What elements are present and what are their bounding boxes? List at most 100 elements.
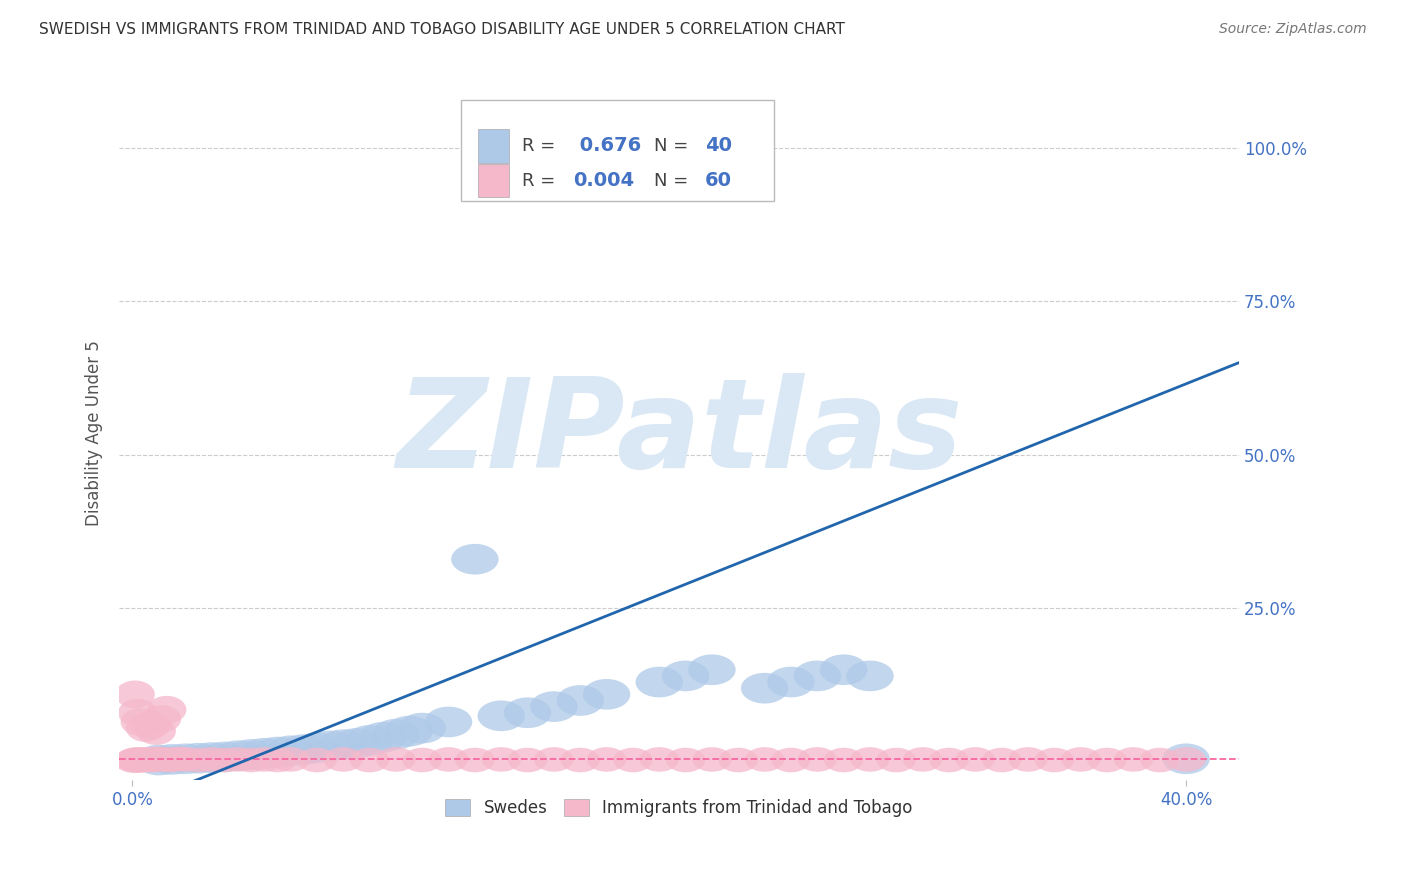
Ellipse shape (846, 661, 894, 691)
Ellipse shape (162, 743, 209, 774)
Ellipse shape (201, 741, 249, 772)
Ellipse shape (503, 698, 551, 728)
Ellipse shape (118, 699, 157, 727)
Ellipse shape (714, 132, 762, 163)
Ellipse shape (402, 747, 441, 772)
Ellipse shape (131, 711, 170, 739)
Ellipse shape (135, 745, 183, 775)
Ellipse shape (429, 747, 468, 772)
Ellipse shape (139, 747, 179, 771)
Ellipse shape (956, 747, 995, 772)
Text: R =: R = (522, 171, 561, 189)
Ellipse shape (127, 714, 166, 742)
Ellipse shape (323, 747, 363, 772)
Ellipse shape (456, 747, 495, 772)
Ellipse shape (820, 655, 868, 685)
Ellipse shape (155, 747, 194, 772)
Ellipse shape (1062, 747, 1101, 772)
Ellipse shape (640, 747, 679, 772)
Ellipse shape (586, 747, 626, 772)
Ellipse shape (350, 747, 389, 772)
Ellipse shape (478, 700, 524, 731)
Ellipse shape (557, 685, 605, 715)
Ellipse shape (240, 738, 288, 769)
Ellipse shape (128, 747, 167, 772)
Ellipse shape (271, 747, 311, 772)
Ellipse shape (1167, 747, 1206, 772)
Text: 60: 60 (704, 171, 731, 190)
Ellipse shape (121, 747, 160, 772)
Ellipse shape (136, 747, 176, 772)
Ellipse shape (561, 747, 600, 772)
Ellipse shape (214, 740, 262, 771)
Ellipse shape (114, 748, 153, 773)
Ellipse shape (609, 132, 657, 163)
Ellipse shape (851, 747, 890, 772)
Ellipse shape (188, 742, 235, 773)
Ellipse shape (903, 747, 942, 772)
Text: ZIPatlas: ZIPatlas (395, 373, 962, 494)
Ellipse shape (375, 747, 416, 772)
Ellipse shape (191, 747, 231, 772)
Ellipse shape (741, 673, 789, 704)
Ellipse shape (385, 715, 433, 747)
Ellipse shape (319, 730, 367, 760)
Ellipse shape (228, 739, 274, 770)
Ellipse shape (118, 747, 157, 772)
FancyBboxPatch shape (461, 100, 775, 201)
Ellipse shape (1114, 747, 1153, 772)
Ellipse shape (508, 747, 547, 772)
Ellipse shape (142, 705, 181, 732)
Ellipse shape (797, 747, 837, 772)
Ellipse shape (166, 747, 205, 772)
Ellipse shape (117, 747, 156, 772)
Ellipse shape (662, 661, 709, 691)
Ellipse shape (666, 747, 706, 772)
Ellipse shape (307, 731, 354, 761)
Ellipse shape (253, 737, 301, 767)
Ellipse shape (1140, 747, 1180, 772)
Text: N =: N = (654, 136, 695, 155)
Y-axis label: Disability Age Under 5: Disability Age Under 5 (86, 341, 103, 526)
Ellipse shape (131, 747, 170, 772)
Ellipse shape (1035, 747, 1074, 772)
Ellipse shape (148, 696, 187, 723)
Ellipse shape (333, 728, 380, 759)
Ellipse shape (257, 747, 297, 772)
Ellipse shape (160, 747, 200, 771)
Ellipse shape (267, 736, 314, 766)
Ellipse shape (115, 747, 155, 772)
Ellipse shape (115, 681, 155, 708)
Ellipse shape (692, 747, 731, 772)
Ellipse shape (179, 747, 218, 772)
Ellipse shape (231, 747, 271, 772)
Text: R =: R = (522, 136, 561, 155)
Ellipse shape (768, 666, 814, 698)
Ellipse shape (218, 747, 257, 772)
Ellipse shape (772, 747, 811, 772)
Ellipse shape (359, 722, 406, 753)
Ellipse shape (373, 719, 419, 749)
Ellipse shape (174, 743, 222, 773)
Text: 40: 40 (704, 136, 731, 155)
Ellipse shape (534, 747, 574, 772)
Ellipse shape (280, 734, 328, 765)
Ellipse shape (205, 747, 245, 772)
Ellipse shape (481, 747, 522, 772)
Ellipse shape (745, 747, 785, 772)
Ellipse shape (398, 713, 446, 743)
FancyBboxPatch shape (478, 164, 509, 197)
Ellipse shape (346, 725, 394, 756)
Text: Source: ZipAtlas.com: Source: ZipAtlas.com (1219, 22, 1367, 37)
Text: 0.676: 0.676 (572, 136, 641, 155)
FancyBboxPatch shape (478, 129, 509, 162)
Ellipse shape (145, 747, 184, 772)
Ellipse shape (981, 747, 1022, 772)
Ellipse shape (636, 666, 683, 698)
Ellipse shape (451, 544, 499, 574)
Ellipse shape (1163, 743, 1209, 774)
Ellipse shape (824, 747, 863, 772)
Ellipse shape (149, 747, 188, 772)
Text: N =: N = (654, 171, 695, 189)
Ellipse shape (245, 747, 284, 772)
